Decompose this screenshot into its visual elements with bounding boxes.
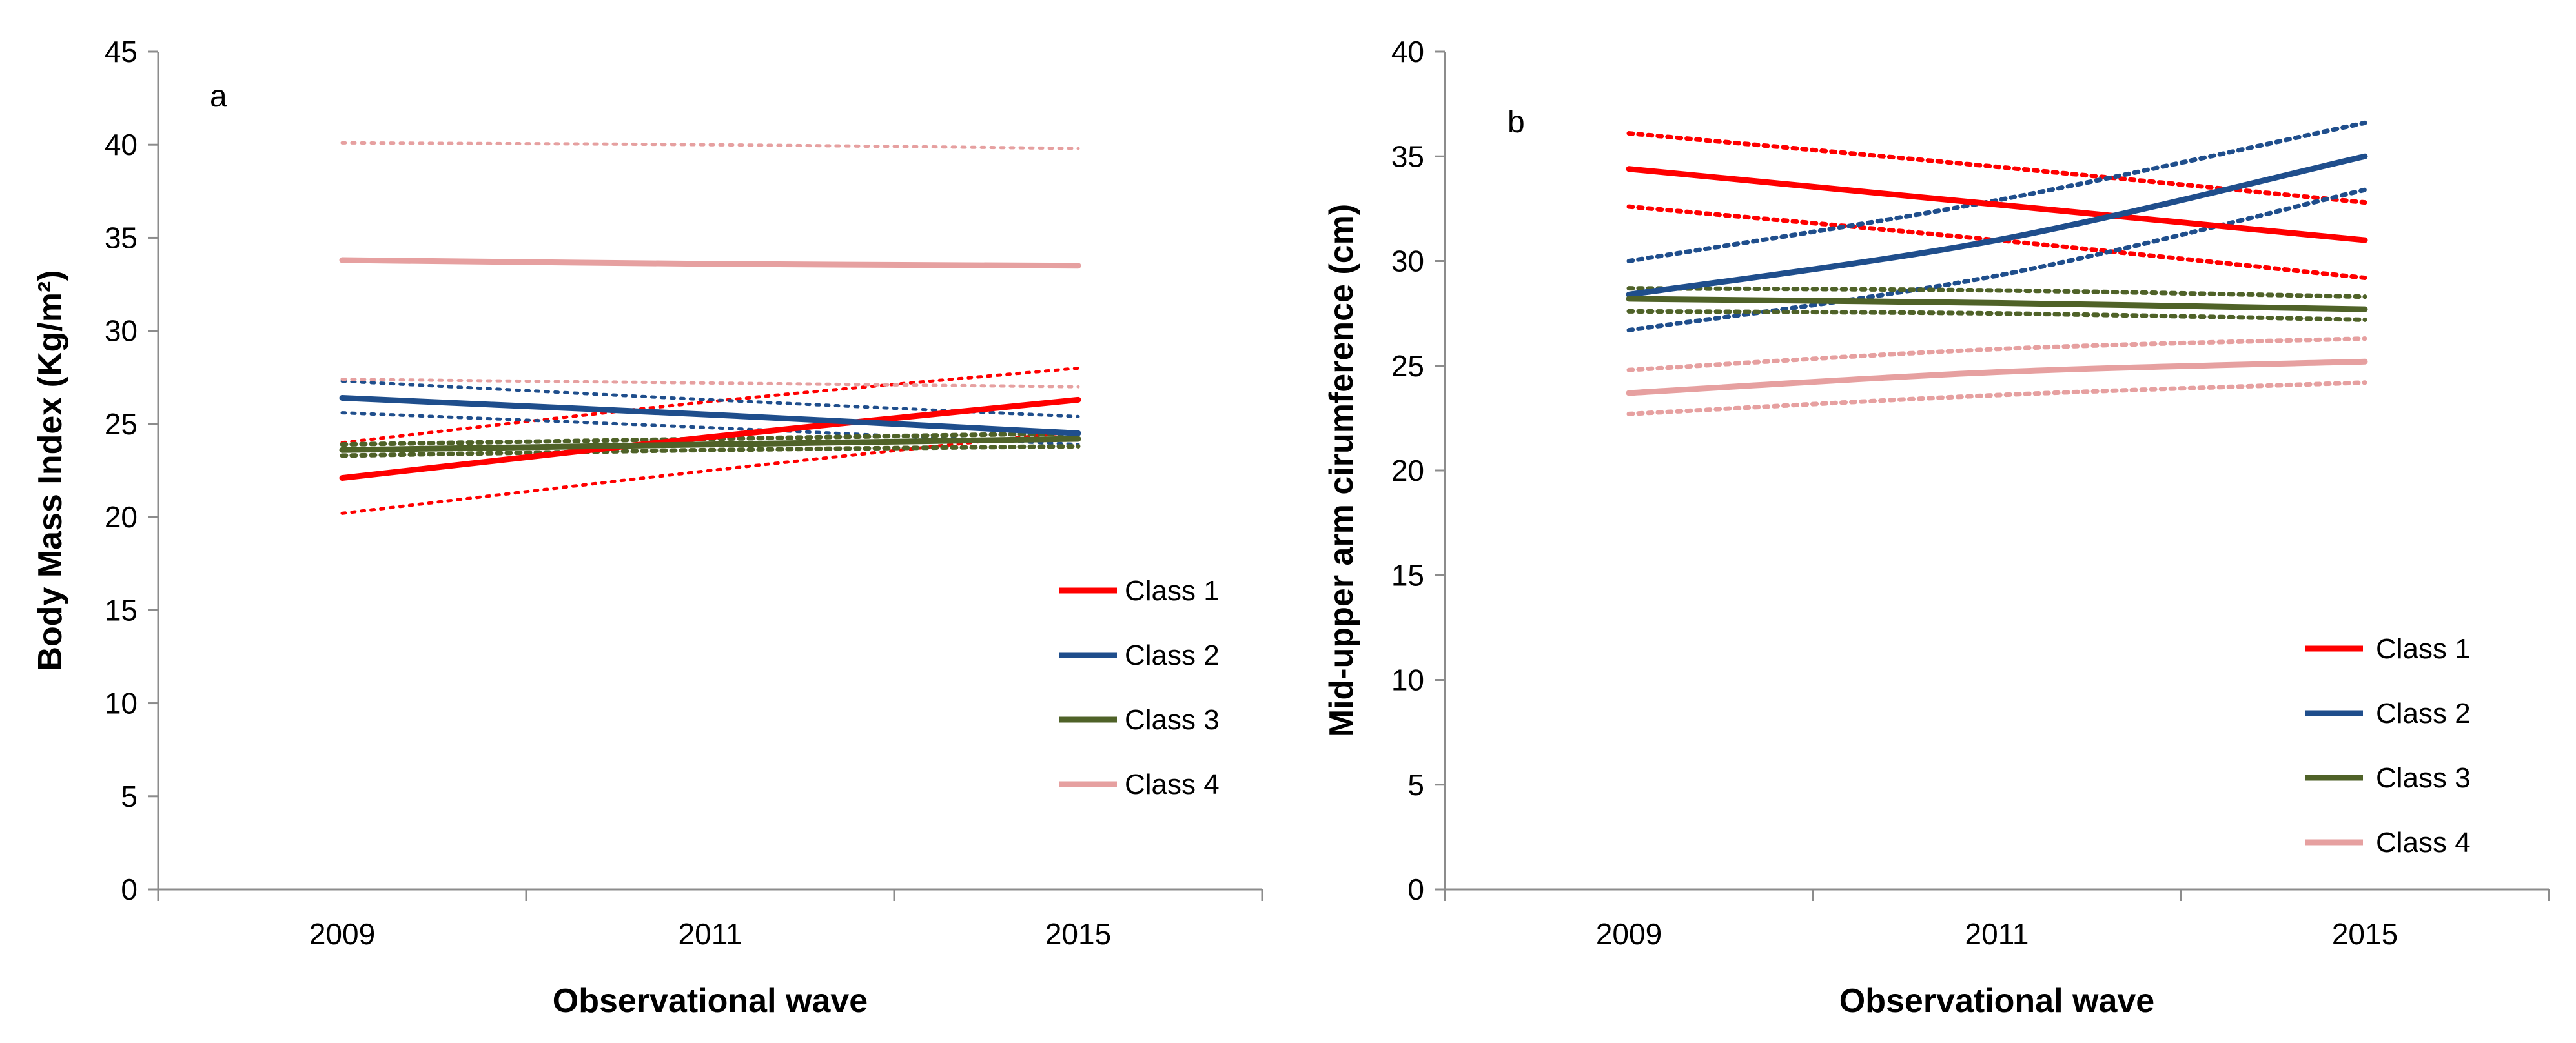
x-tick-label: 2015 [1045,917,1111,951]
series-1-upper-ci [1626,131,2367,205]
y-tick-label: 35 [105,221,138,254]
y-tick-label: 25 [1391,349,1424,383]
series-4-upper-ci [340,141,1080,150]
legend-label: Class 3 [2376,762,2471,794]
x-tick-label: 2009 [1596,917,1662,951]
series-2-line [339,395,1081,436]
series-2-upper-ci [1626,120,2367,263]
series-1-line [1626,166,2368,243]
series-2-upper-ci [340,380,1080,418]
y-tick-label: 15 [105,593,138,627]
series-3-lower-ci [340,444,1081,458]
series-1-upper-ci [340,366,1080,445]
y-tick-label: 20 [1391,454,1424,487]
legend-label: Class 2 [1125,640,1220,671]
series-3-lower-ci [1626,309,2367,322]
x-tick-label: 2009 [309,917,375,951]
series-3-upper-ci [1626,286,2367,299]
legend-label: Class 2 [2376,698,2471,729]
y-tick-label: 40 [105,128,138,161]
y-tick-label: 35 [1391,139,1424,173]
series-3-line [339,436,1081,453]
legend: Class 1 Class 2 Class 3 Class 4 [1059,575,1220,800]
legend-label: Class 4 [2376,827,2471,858]
y-tick-label: 30 [1391,245,1424,278]
x-tick-label: 2011 [1965,917,2029,951]
series-2-line [1626,153,2368,298]
x-tick-label: 2015 [2332,917,2398,951]
legend-label: Class 4 [1125,769,1220,800]
series-4-lower-ci [340,378,1080,389]
y-tick-label: 40 [1391,35,1424,68]
panel-letter: b [1508,105,1525,139]
legend-label: Class 1 [1125,575,1220,607]
y-axis-title: Mid-upper arm cirumference (cm) [1323,204,1360,737]
series-2-lower-ci [1626,187,2367,333]
legend-label: Class 3 [1125,704,1220,736]
series-1-line [339,396,1081,481]
legend-label: Class 1 [2376,633,2471,665]
y-axis-title: Body Mass Index (Kg/m²) [32,270,69,671]
series-4-line [339,257,1081,269]
series-3-line [1626,296,2368,312]
x-axis-title: Observational wave [553,982,868,1020]
series-2-lower-ci [340,411,1080,447]
series-4-upper-ci [1626,336,2367,372]
x-axis-title: Observational wave [1839,982,2154,1020]
y-tick-label: 5 [1407,768,1424,802]
y-tick-label: 20 [105,500,138,534]
y-tick-label: 0 [1407,873,1424,906]
y-tick-label: 45 [105,35,138,68]
y-tick-label: 10 [105,687,138,720]
x-tick-label: 2011 [679,917,742,951]
y-tick-label: 30 [105,314,138,348]
panel-b: 0 5 10 15 20 25 30 35 40 2009 2011 2015 Observationa… [1323,35,2550,1020]
panel-letter: a [210,79,227,114]
panel-a: 0 5 10 15 20 25 30 35 40 45 2009 2011 2015 Observatio… [32,35,1263,1020]
y-tick-label: 0 [121,873,138,906]
y-tick-label: 15 [1391,558,1424,592]
series-4-lower-ci [1626,380,2367,416]
y-tick-label: 5 [121,780,138,813]
legend: Class 1 Class 2 Class 3 Class 4 [2305,633,2471,858]
y-tick-label: 25 [105,407,138,441]
y-tick-label: 10 [1391,663,1424,697]
series-4-line [1626,358,2368,396]
